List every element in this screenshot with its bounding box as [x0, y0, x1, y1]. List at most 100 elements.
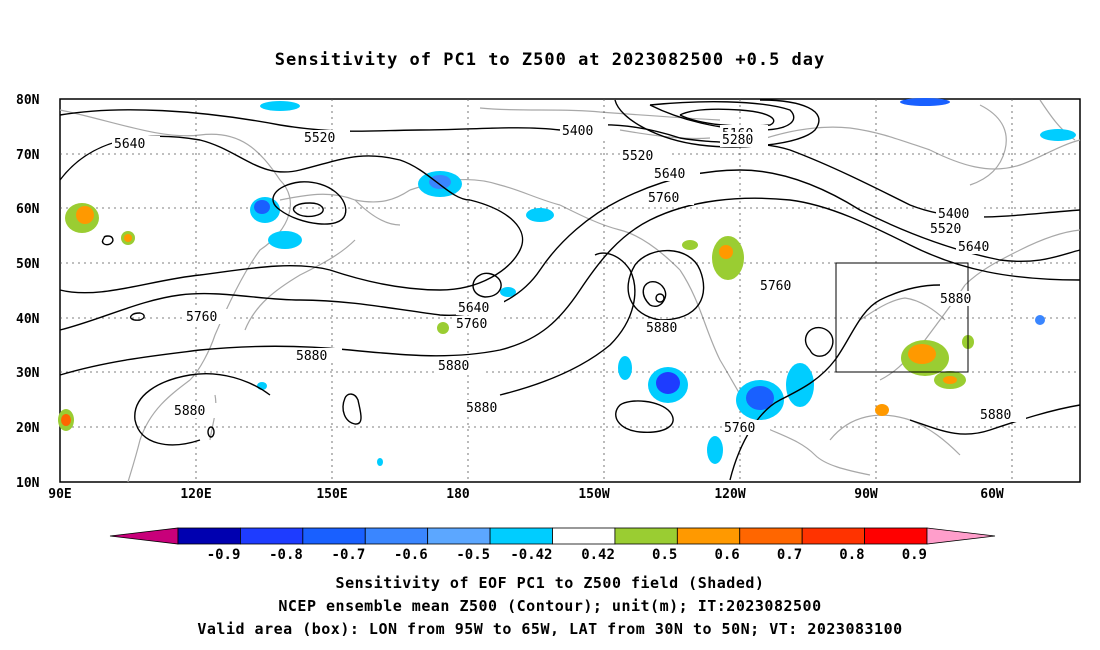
colorbar-tick-label: 0.6: [714, 547, 739, 563]
colorbar-tick-label: -0.42: [510, 547, 552, 563]
shade-patch: [254, 200, 270, 214]
shade-patch: [618, 356, 632, 380]
colorbar-segment: [739, 527, 803, 545]
colorbar: [109, 527, 996, 545]
colorbar-tick-label: 0.8: [839, 547, 864, 563]
contour-label: 5640: [458, 301, 489, 316]
contour-label: 5880: [466, 401, 497, 416]
colorbar-segment: [614, 527, 678, 545]
contour-label: 5760: [724, 421, 755, 436]
contour-label: 5760: [760, 279, 791, 294]
shade-patch: [875, 404, 889, 416]
chart-title: Sensitivity of PC1 to Z500 at 2023082500…: [274, 50, 826, 70]
shade-patch: [746, 386, 774, 410]
contour-label: 5520: [930, 222, 961, 237]
colorbar-tick-label: -0.6: [394, 547, 428, 563]
caption-contour: NCEP ensemble mean Z500 (Contour); unit(…: [278, 597, 822, 615]
contour-label: 5400: [938, 207, 969, 222]
colorbar-segment: [676, 527, 741, 545]
lon-tick: 90W: [854, 487, 878, 502]
contour-label: 5640: [654, 167, 685, 182]
lon-tick: 120W: [714, 487, 745, 502]
shade-patch: [377, 458, 383, 466]
colorbar-segment: [364, 527, 429, 545]
colorbar-labels: -0.9 -0.8 -0.7 -0.6 -0.5 -0.42 0.42 0.5 0.6 0.7 0.…: [207, 547, 927, 563]
lon-tick: 150W: [578, 487, 609, 502]
lat-tick: 40N: [16, 312, 40, 327]
colorbar-tick-label: -0.7: [332, 547, 366, 563]
shade-patch: [76, 206, 94, 224]
caption-shading: Sensitivity of EOF PC1 to Z500 field (Sh…: [335, 574, 765, 592]
colorbar-end-high: [926, 527, 996, 545]
colorbar-segment: [864, 527, 928, 545]
z500-contours: [59, 99, 1081, 481]
shade-patch: [707, 436, 723, 464]
shade-patch: [786, 363, 814, 407]
colorbar-tick-label: -0.5: [456, 547, 490, 563]
shade-patch: [429, 175, 451, 189]
shade-patch: [656, 372, 680, 394]
lon-tick: 120E: [180, 487, 211, 502]
contour-label: 5640: [958, 240, 989, 255]
caption-valid-area: Valid area (box): LON from 95W to 65W, L…: [197, 620, 903, 638]
shade-patch: [943, 376, 957, 384]
colorbar-segment: [801, 527, 865, 545]
contour-label: 5400: [562, 124, 593, 139]
colorbar-tick-label: -0.8: [269, 547, 303, 563]
lon-tick: 180: [446, 487, 470, 502]
shade-patch: [500, 287, 516, 297]
colorbar-segment: [177, 527, 241, 545]
shade-patch: [719, 245, 733, 259]
colorbar-end-low: [109, 527, 179, 545]
contour-label: 5880: [646, 321, 677, 336]
contour-label: 5880: [438, 359, 469, 374]
lat-tick: 10N: [16, 476, 40, 491]
contour-label: 5760: [186, 310, 217, 325]
colorbar-segment: [302, 527, 366, 545]
colorbar-segment: [427, 527, 491, 545]
shade-patch: [526, 208, 554, 222]
shade-patch: [260, 101, 300, 111]
shade-patch: [682, 240, 698, 250]
map-frame: [59, 98, 1081, 483]
contour-label: 5880: [296, 349, 327, 364]
lat-tick: 70N: [16, 148, 40, 163]
sensitivity-shading: [58, 98, 1076, 466]
contour-label: 5640: [114, 137, 145, 152]
shade-patch: [437, 322, 449, 334]
colorbar-tick-label: 0.5: [652, 547, 677, 563]
contour-label: 5520: [622, 149, 653, 164]
contour-label: 5520: [304, 131, 335, 146]
lon-tick: 90E: [48, 487, 71, 502]
colorbar-segment: [552, 527, 616, 545]
shade-patch: [1040, 129, 1076, 141]
shade-patch: [61, 414, 71, 426]
contour-label: 5880: [174, 404, 205, 419]
lat-axis: 80N 70N 60N 50N 40N 30N 20N 10N: [16, 93, 40, 491]
colorbar-segment: [489, 527, 553, 545]
lat-tick: 60N: [16, 202, 40, 217]
shade-patch: [908, 344, 936, 364]
shade-patch: [900, 98, 950, 106]
colorbar-tick-label: 0.42: [581, 547, 615, 563]
lat-tick: 20N: [16, 421, 40, 436]
lat-tick: 50N: [16, 257, 40, 272]
shade-patch: [268, 231, 302, 249]
lon-tick: 60W: [980, 487, 1004, 502]
valid-area-box: [835, 262, 969, 373]
contour-label: 5280: [722, 133, 753, 148]
colorbar-tick-label: 0.7: [777, 547, 802, 563]
lon-tick: 150E: [316, 487, 347, 502]
shade-patch: [124, 234, 132, 242]
colorbar-segment: [240, 527, 304, 545]
colorbar-tick-label: -0.9: [207, 547, 241, 563]
lon-axis: 90E 120E 150E 180 150W 120W 90W 60W: [48, 487, 1004, 502]
contour-label: 5880: [980, 408, 1011, 423]
lat-tick: 30N: [16, 366, 40, 381]
lat-tick: 80N: [16, 93, 40, 108]
contour-label: 5760: [456, 317, 487, 332]
colorbar-tick-label: 0.9: [902, 547, 927, 563]
contour-labels: 5640 5520 5400 5160 5280 5520 5640 5760 …: [112, 123, 1026, 436]
contour-label: 5880: [940, 292, 971, 307]
